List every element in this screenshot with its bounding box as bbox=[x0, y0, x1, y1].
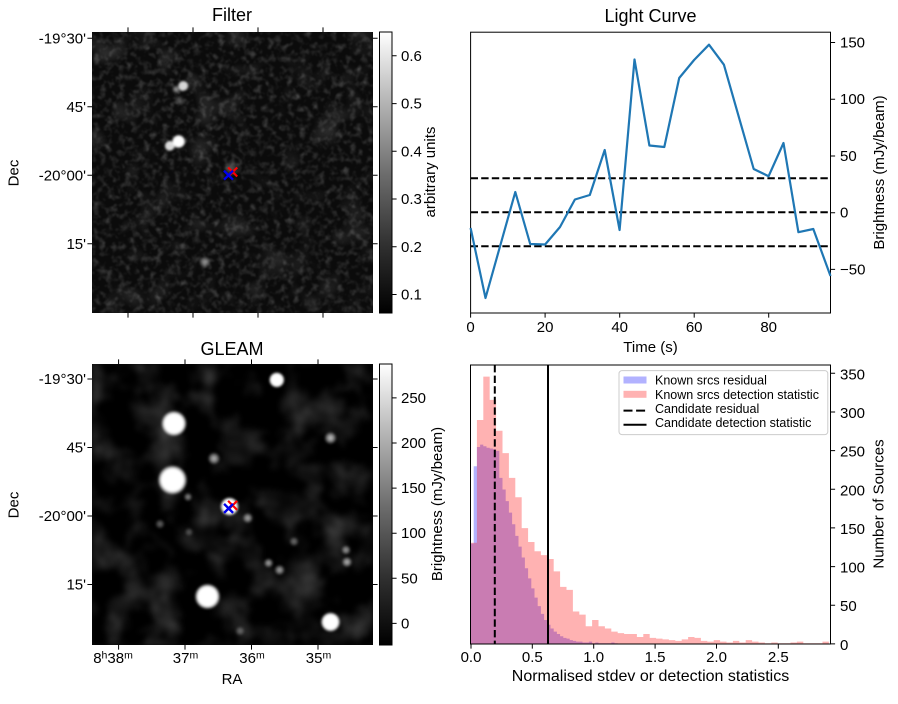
svg-text:1.5: 1.5 bbox=[645, 649, 666, 666]
svg-text:150: 150 bbox=[840, 521, 865, 538]
svg-text:0.3: 0.3 bbox=[401, 191, 422, 208]
svg-text:GLEAM: GLEAM bbox=[200, 339, 263, 359]
svg-text:arbitrary units: arbitrary units bbox=[422, 127, 439, 218]
svg-text:2.5: 2.5 bbox=[768, 649, 789, 666]
svg-text:300: 300 bbox=[840, 405, 865, 422]
svg-text:250: 250 bbox=[840, 444, 865, 461]
svg-text:Dec: Dec bbox=[6, 491, 23, 518]
svg-text:8h​38m​: 8h​38m​ bbox=[93, 650, 133, 668]
svg-text:0.6: 0.6 bbox=[401, 48, 422, 65]
svg-text:350: 350 bbox=[840, 366, 865, 383]
svg-text:0: 0 bbox=[466, 319, 474, 336]
svg-text:Candidate detection statistic: Candidate detection statistic bbox=[655, 416, 811, 430]
svg-text:-19°30': -19°30' bbox=[39, 371, 86, 388]
svg-text:0: 0 bbox=[840, 205, 848, 222]
svg-text:0.0: 0.0 bbox=[461, 649, 482, 666]
svg-text:Number of Sources: Number of Sources bbox=[871, 439, 888, 568]
svg-text:0: 0 bbox=[401, 615, 409, 632]
svg-text:0.5: 0.5 bbox=[401, 96, 422, 113]
svg-text:-19°30': -19°30' bbox=[39, 30, 86, 47]
svg-text:100: 100 bbox=[401, 525, 426, 542]
svg-text:150: 150 bbox=[840, 35, 865, 52]
svg-text:−50: −50 bbox=[840, 261, 865, 278]
svg-text:RA: RA bbox=[222, 671, 243, 688]
svg-text:Dec: Dec bbox=[6, 159, 23, 186]
svg-text:0.2: 0.2 bbox=[401, 239, 422, 256]
svg-text:100: 100 bbox=[840, 91, 865, 108]
svg-text:36m​: 36m​ bbox=[239, 650, 265, 668]
svg-text:60: 60 bbox=[686, 319, 703, 336]
svg-text:Candidate residual: Candidate residual bbox=[655, 402, 759, 416]
svg-text:250: 250 bbox=[401, 390, 426, 407]
svg-text:0: 0 bbox=[840, 637, 848, 654]
svg-text:0.5: 0.5 bbox=[522, 649, 543, 666]
svg-text:-20°00': -20°00' bbox=[39, 167, 86, 184]
svg-text:Light Curve: Light Curve bbox=[604, 6, 696, 26]
svg-text:50: 50 bbox=[840, 148, 857, 165]
svg-text:Normalised stdev or detection: Normalised stdev or detection statistics bbox=[512, 668, 789, 685]
svg-text:200: 200 bbox=[840, 482, 865, 499]
svg-text:Known srcs detection statistic: Known srcs detection statistic bbox=[655, 388, 819, 402]
svg-text:40: 40 bbox=[611, 319, 628, 336]
svg-text:Time (s): Time (s) bbox=[623, 339, 677, 356]
svg-text:15': 15' bbox=[66, 577, 86, 594]
svg-text:Brightness (mJy/beam): Brightness (mJy/beam) bbox=[871, 95, 888, 249]
svg-text:80: 80 bbox=[760, 319, 777, 336]
svg-text:0.1: 0.1 bbox=[401, 287, 422, 304]
svg-text:100: 100 bbox=[840, 560, 865, 577]
svg-text:2.0: 2.0 bbox=[706, 649, 727, 666]
svg-text:150: 150 bbox=[401, 480, 426, 497]
svg-text:50: 50 bbox=[840, 598, 857, 615]
svg-text:15': 15' bbox=[66, 236, 86, 253]
svg-text:45': 45' bbox=[66, 440, 86, 457]
svg-text:37m​: 37m​ bbox=[173, 650, 199, 668]
svg-text:200: 200 bbox=[401, 435, 426, 452]
svg-text:50: 50 bbox=[401, 570, 418, 587]
svg-text:Brightness (mJy/beam): Brightness (mJy/beam) bbox=[429, 427, 446, 581]
svg-text:1.0: 1.0 bbox=[583, 649, 604, 666]
svg-text:45': 45' bbox=[66, 99, 86, 116]
svg-text:0.4: 0.4 bbox=[401, 143, 422, 160]
svg-text:35m​: 35m​ bbox=[306, 650, 332, 668]
svg-text:Known srcs residual: Known srcs residual bbox=[655, 374, 767, 388]
svg-text:20: 20 bbox=[537, 319, 554, 336]
svg-text:-20°00': -20°00' bbox=[39, 508, 86, 525]
svg-text:Filter: Filter bbox=[212, 5, 252, 25]
